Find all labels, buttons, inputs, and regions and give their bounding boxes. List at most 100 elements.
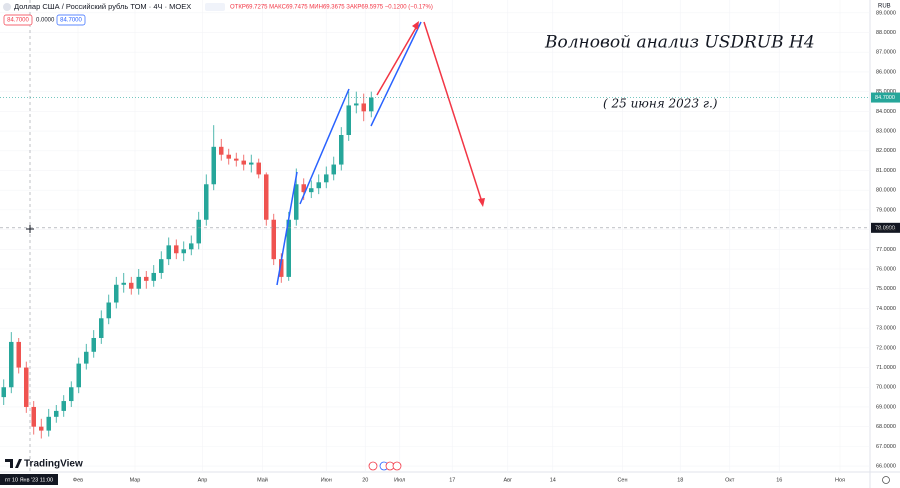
- x-tick-label: 16: [776, 477, 782, 483]
- grid: [0, 0, 870, 472]
- logo-icon: [5, 459, 22, 468]
- last-price-label: 84.7000: [875, 95, 895, 101]
- y-tick-label: 88.0000: [876, 30, 896, 36]
- candle-body: [24, 367, 29, 407]
- candle-body: [339, 134, 344, 165]
- y-tick-label: 68.0000: [876, 424, 896, 430]
- y-tick-label: 84.0000: [876, 109, 896, 115]
- candle-body: [294, 184, 299, 220]
- candle-body: [189, 243, 194, 250]
- candle-body: [76, 363, 81, 388]
- settings-button[interactable]: [882, 476, 890, 484]
- candle-body: [99, 318, 104, 338]
- candle-body: [136, 276, 141, 289]
- candle-body: [204, 184, 209, 220]
- y-tick-label: 67.0000: [876, 444, 896, 450]
- y-tick-label: 87.0000: [876, 50, 896, 56]
- y-tick-label: 77.0000: [876, 247, 896, 253]
- y-tick-label: 74.0000: [876, 306, 896, 312]
- wave-drawings: [276, 21, 485, 286]
- y-tick-label: 86.0000: [876, 69, 896, 75]
- x-tick-label: Фев: [73, 477, 83, 483]
- x-tick-label: 17: [449, 477, 455, 483]
- buy-price: 84.7000: [60, 18, 82, 24]
- wave-line: [276, 171, 298, 286]
- y-tick-label: 78.0000: [876, 227, 896, 233]
- candle-body: [9, 341, 14, 388]
- wave-line: [376, 25, 418, 96]
- annotation-subtitle: ( 25 июня 2023 г.): [603, 97, 718, 111]
- x-tick-label: 20: [362, 477, 368, 483]
- symbol-icon: [3, 3, 11, 11]
- y-tick-label: 75.0000: [876, 286, 896, 292]
- crosshair-badge: [871, 222, 900, 233]
- time-badge: [0, 474, 58, 485]
- candle-body: [114, 284, 119, 303]
- candle-body: [91, 337, 96, 352]
- candle-body: [106, 302, 111, 319]
- event-icon[interactable]: [368, 461, 378, 471]
- x-tick-label: Мар: [130, 477, 141, 483]
- event-icon[interactable]: [392, 461, 402, 471]
- crosshair: 78.0900: [0, 222, 900, 233]
- annotation-title: Волновой анализ USDRUB H4: [544, 33, 815, 53]
- candle-body: [286, 219, 291, 277]
- y-tick-label: 81.0000: [876, 168, 896, 174]
- y-tick-label: 79.0000: [876, 207, 896, 213]
- symbol: Доллар США / Российский рубль ТОМ · 4Ч ·…: [14, 2, 191, 11]
- y-tick-label: 80.0000: [876, 188, 896, 194]
- sell-price: 84.7000: [7, 18, 29, 24]
- candle-body: [159, 259, 164, 273]
- candle-body: [309, 188, 314, 193]
- candle-body: [271, 219, 276, 260]
- candle-body: [256, 162, 261, 175]
- x-tick-label: 18: [677, 477, 683, 483]
- candle-body: [1, 387, 6, 398]
- candle-body: [129, 282, 134, 289]
- x-tick-label: Сен: [617, 477, 627, 483]
- candle-body: [301, 184, 306, 193]
- candle-body: [241, 160, 246, 165]
- y-tick-label: 82.0000: [876, 148, 896, 154]
- crosshair-label: 78.0900: [875, 225, 895, 231]
- y-tick-label: 76.0000: [876, 266, 896, 272]
- candle-body: [144, 276, 149, 281]
- candle-body: [361, 103, 366, 112]
- candle-body: [354, 103, 359, 106]
- y-tick-label: 71.0000: [876, 365, 896, 371]
- candle-body: [234, 158, 239, 161]
- x-tick-label: Июл: [394, 477, 405, 483]
- crosshair-time: пт 10 Янв '23 11:00: [5, 477, 53, 483]
- arrow-head: [412, 21, 419, 30]
- x-tick-label: Окт: [725, 477, 735, 483]
- candle-body: [166, 245, 171, 260]
- buy-button[interactable]: [56, 14, 86, 26]
- candle-body: [181, 249, 186, 254]
- candle-body: [346, 105, 351, 135]
- wave-line: [299, 88, 350, 205]
- candle-body: [324, 174, 329, 183]
- candle-body: [369, 97, 374, 112]
- currency[interactable]: RUB: [878, 4, 891, 10]
- candle-body: [61, 401, 66, 411]
- candle-body: [46, 416, 51, 431]
- y-tick-label: 66.0000: [876, 464, 896, 470]
- candle-body: [69, 387, 74, 402]
- candle-body: [39, 426, 44, 431]
- header-icons[interactable]: [205, 3, 225, 11]
- y-tick-label: 73.0000: [876, 326, 896, 332]
- x-tick-label: Апр: [198, 477, 208, 483]
- candle-body: [196, 219, 201, 244]
- x-tick-label: Май: [257, 476, 268, 483]
- y-tick-label: 83.0000: [876, 129, 896, 135]
- x-tick-label: Июн: [321, 477, 332, 483]
- last-price-badge: [871, 92, 900, 103]
- cursor: [26, 225, 34, 233]
- x-tick-label: Ноя: [835, 477, 845, 483]
- sell-button[interactable]: [3, 14, 33, 26]
- y-tick-label: 85.0000: [876, 89, 896, 95]
- y-tick-label: 70.0000: [876, 385, 896, 391]
- candle-body: [226, 154, 231, 159]
- arrow-head: [478, 198, 485, 207]
